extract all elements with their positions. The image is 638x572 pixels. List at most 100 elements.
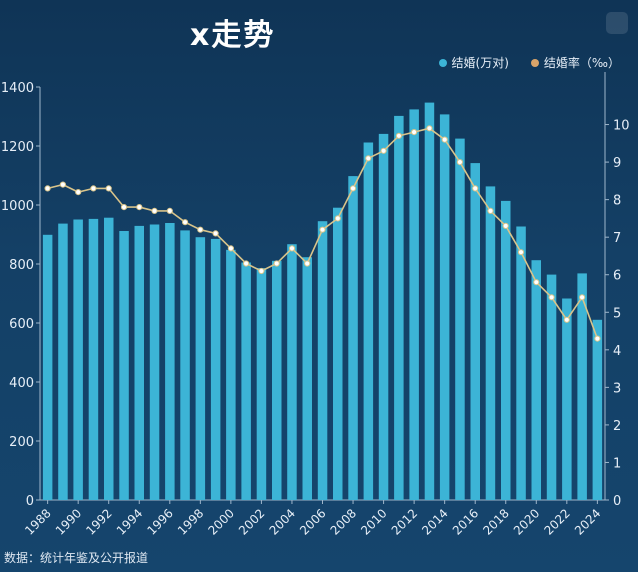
- legend: 结婚(万对) 结婚率（‰）: [438, 54, 620, 71]
- point-marriage-rate: [411, 129, 418, 136]
- bar-marriages: [165, 223, 175, 500]
- y-tick-label: 200: [9, 435, 34, 450]
- bar-marriages: [470, 163, 480, 500]
- bar-marriages: [73, 219, 83, 500]
- point-marriage-rate: [273, 260, 280, 267]
- point-marriage-rate: [288, 245, 296, 252]
- x-tick-label: 2016: [450, 506, 481, 537]
- point-marriage-rate: [151, 207, 158, 214]
- point-marriage-rate: [533, 279, 540, 286]
- bar-marriages: [378, 133, 389, 500]
- x-tick-label: 1994: [114, 506, 145, 537]
- watermark-icon: [606, 12, 628, 34]
- point-marriage-rate: [334, 215, 341, 222]
- point-marriage-rate: [197, 226, 204, 233]
- point-marriage-rate: [563, 316, 570, 323]
- bar-marriages: [485, 186, 496, 500]
- bar-marriages: [439, 114, 450, 501]
- x-tick-label: 2014: [419, 506, 450, 537]
- point-marriage-rate: [594, 335, 601, 342]
- point-marriage-rate: [487, 207, 494, 214]
- bar-marriages: [88, 218, 99, 500]
- point-marriage-rate: [44, 185, 51, 192]
- y2-tick-label: 5: [613, 306, 621, 321]
- bar-marriages: [226, 249, 236, 500]
- point-marriage-rate: [441, 136, 448, 143]
- y2-tick-label: 4: [613, 344, 621, 359]
- legend-line-label: 结婚率（‰）: [543, 56, 620, 70]
- bar-marriages: [333, 207, 343, 500]
- point-marriage-rate: [349, 185, 357, 192]
- x-tick-label: 2008: [328, 506, 359, 537]
- point-marriage-rate: [456, 159, 463, 166]
- y-tick-label: 0: [26, 494, 34, 509]
- y2-tick-label: 2: [613, 419, 621, 434]
- x-tick-label: 2000: [206, 506, 237, 537]
- bar-marriages: [424, 102, 435, 500]
- point-marriage-rate: [182, 219, 189, 226]
- point-marriage-rate: [166, 207, 173, 214]
- x-tick-label: 2024: [572, 506, 603, 537]
- bar-marriages: [317, 221, 328, 500]
- y-tick-label: 1200: [1, 140, 34, 155]
- point-marriage-rate: [258, 267, 265, 275]
- point-marriage-rate: [105, 185, 112, 192]
- y-tick-label: 400: [9, 376, 34, 391]
- bar-marriages: [562, 298, 572, 500]
- legend-bar-label: 结婚(万对): [451, 56, 509, 70]
- x-tick-label: 1988: [22, 506, 53, 537]
- bar-marriages: [531, 260, 541, 500]
- y-tick-label: 1400: [1, 81, 34, 96]
- bar-marriages: [577, 273, 587, 500]
- legend-line-marker: [530, 58, 539, 67]
- bar-marriages: [134, 225, 144, 500]
- point-marriage-rate: [365, 155, 372, 162]
- y2-tick-label: 7: [613, 231, 621, 246]
- bar-marriages: [455, 138, 465, 500]
- bar-marriages: [546, 274, 557, 500]
- point-marriage-rate: [517, 249, 525, 256]
- bar-marriages: [501, 200, 511, 500]
- y-tick-label: 600: [9, 317, 34, 332]
- point-marriage-rate: [304, 260, 311, 267]
- bar-marriages: [256, 268, 267, 500]
- point-marriage-rate: [75, 189, 82, 196]
- bar-marriages: [592, 319, 603, 500]
- x-tick-label: 2020: [511, 506, 542, 537]
- bar-marriages: [302, 257, 312, 500]
- point-marriage-rate: [59, 181, 67, 188]
- x-tick-label: 2018: [480, 506, 511, 537]
- x-tick-label: 1998: [175, 506, 206, 537]
- x-tick-label: 2012: [389, 506, 420, 537]
- legend-item-line: 结婚率（‰）: [530, 54, 620, 71]
- bar-marriages: [180, 230, 190, 500]
- bar-marriages: [104, 217, 114, 500]
- x-tick-label: 2006: [297, 506, 328, 537]
- bar-marriages: [119, 231, 129, 500]
- bar-marriages: [394, 115, 404, 501]
- bar-marriages: [149, 224, 160, 500]
- y2-tick-label: 8: [613, 194, 621, 209]
- point-marriage-rate: [90, 185, 97, 192]
- point-marriage-rate: [136, 204, 143, 211]
- point-marriage-rate: [212, 230, 219, 237]
- y-tick-label: 800: [9, 258, 34, 273]
- point-marriage-rate: [502, 222, 509, 229]
- point-marriage-rate: [579, 294, 586, 301]
- legend-bar-marker: [438, 58, 447, 67]
- point-marriage-rate: [548, 294, 555, 301]
- y2-tick-label: 1: [613, 456, 621, 471]
- bar-marriages: [287, 244, 297, 500]
- bar-marriages: [195, 237, 206, 500]
- bar-marriages: [210, 238, 221, 500]
- bar-marriages: [58, 223, 68, 500]
- bar-marriages: [516, 226, 526, 500]
- y2-tick-label: 10: [613, 119, 630, 134]
- x-tick-label: 1996: [144, 506, 175, 537]
- y2-tick-label: 0: [613, 494, 621, 509]
- x-tick-label: 2022: [541, 506, 572, 537]
- bar-marriages: [241, 262, 251, 500]
- x-tick-label: 2004: [267, 506, 298, 537]
- x-tick-label: 1992: [83, 506, 114, 537]
